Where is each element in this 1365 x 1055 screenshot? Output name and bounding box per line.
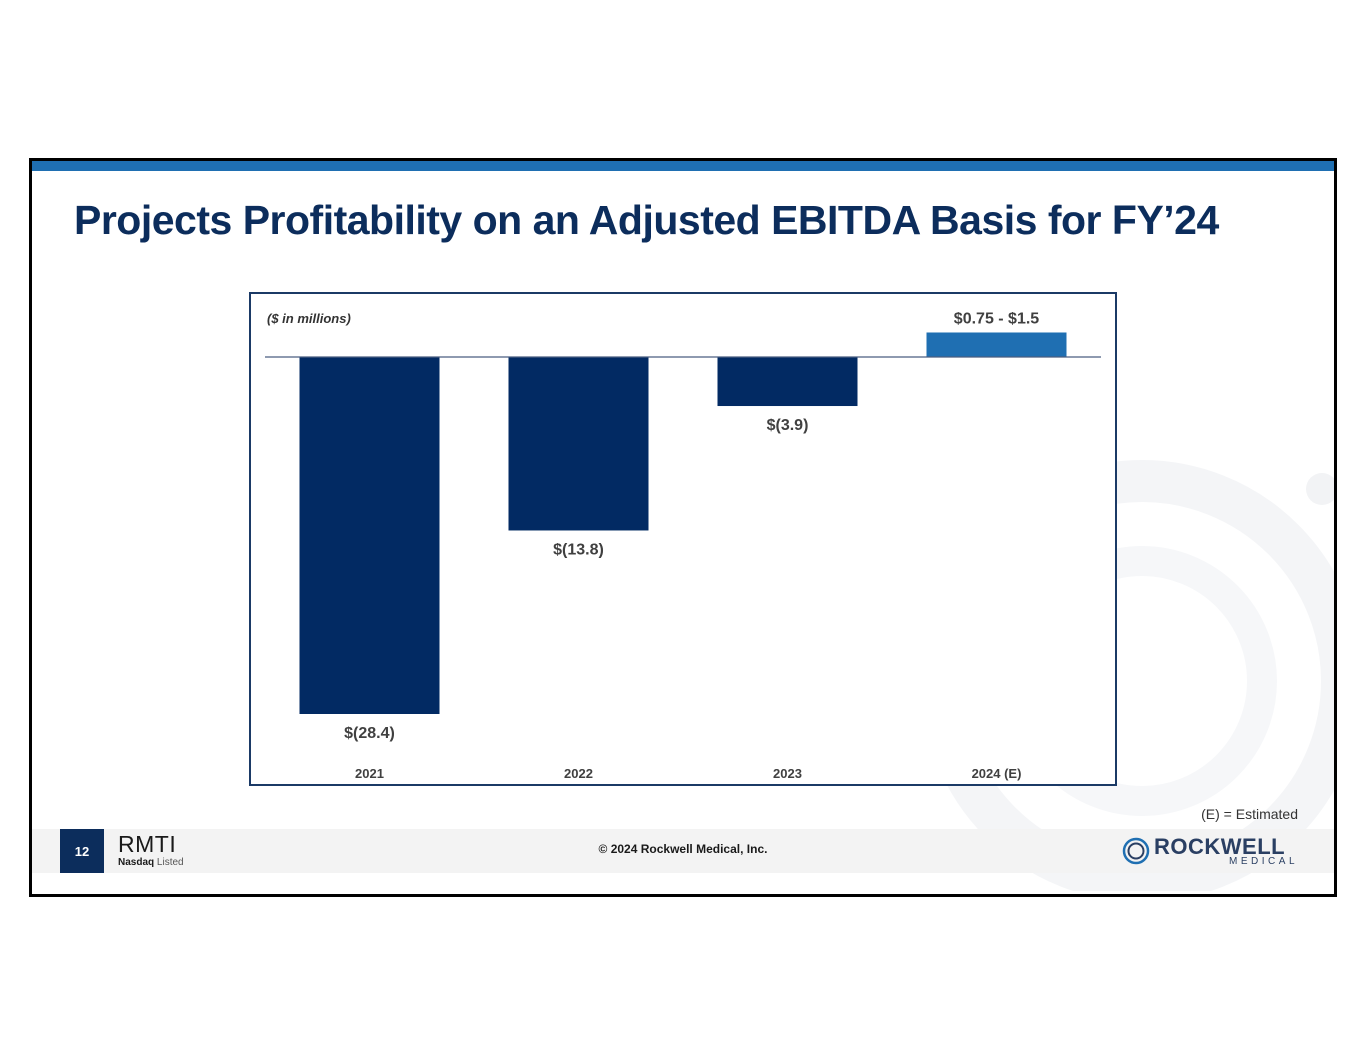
ebitda-bar-chart: ($ in millions) $(28.4) 2021 $(13.8) 2022 $(3… bbox=[265, 310, 1101, 781]
company-logo: ROCKWELL MEDICAL bbox=[1122, 834, 1298, 870]
bar-2023 bbox=[717, 357, 858, 407]
data-label: $(13.8) bbox=[553, 541, 604, 558]
logo-name: ROCKWELL bbox=[1154, 834, 1286, 859]
x-tick-label: 2023 bbox=[773, 766, 802, 781]
footer: 12 RMTI Nasdaq Listed © 2024 Rockwell Me… bbox=[32, 829, 1334, 873]
x-tick-label: 2024 (E) bbox=[972, 766, 1022, 781]
ticker-block: RMTI Nasdaq Listed bbox=[118, 831, 184, 869]
ticker-exchange-name: Nasdaq bbox=[118, 857, 155, 868]
ticker-symbol: RMTI bbox=[118, 831, 177, 857]
chart-unit-label: ($ in millions) bbox=[267, 311, 351, 326]
estimated-footnote: (E) = Estimated bbox=[1201, 806, 1298, 822]
x-tick-label: 2021 bbox=[355, 766, 384, 781]
data-label: $(28.4) bbox=[344, 725, 395, 742]
bar-2024-E- bbox=[926, 332, 1067, 357]
bar-2022 bbox=[508, 357, 649, 531]
logo-ring-icon bbox=[1122, 837, 1150, 865]
ticker-exchange-status: Listed bbox=[156, 857, 184, 868]
page-title: Projects Profitability on an Adjusted EB… bbox=[74, 197, 1219, 243]
page-number: 12 bbox=[60, 829, 104, 873]
logo-subtitle: MEDICAL bbox=[1229, 856, 1298, 867]
bar-2021 bbox=[299, 357, 440, 714]
top-accent-bar bbox=[32, 161, 1334, 171]
x-tick-label: 2022 bbox=[564, 766, 593, 781]
copyright-text: © 2024 Rockwell Medical, Inc. bbox=[598, 842, 768, 856]
ticker-exchange: Nasdaq Listed bbox=[118, 857, 184, 868]
data-label: $0.75 - $1.5 bbox=[954, 310, 1040, 327]
slide: Projects Profitability on an Adjusted EB… bbox=[29, 158, 1337, 897]
data-label: $(3.9) bbox=[767, 417, 809, 434]
chart-container: ($ in millions) $(28.4) 2021 $(13.8) 2022 $(3… bbox=[249, 292, 1117, 786]
